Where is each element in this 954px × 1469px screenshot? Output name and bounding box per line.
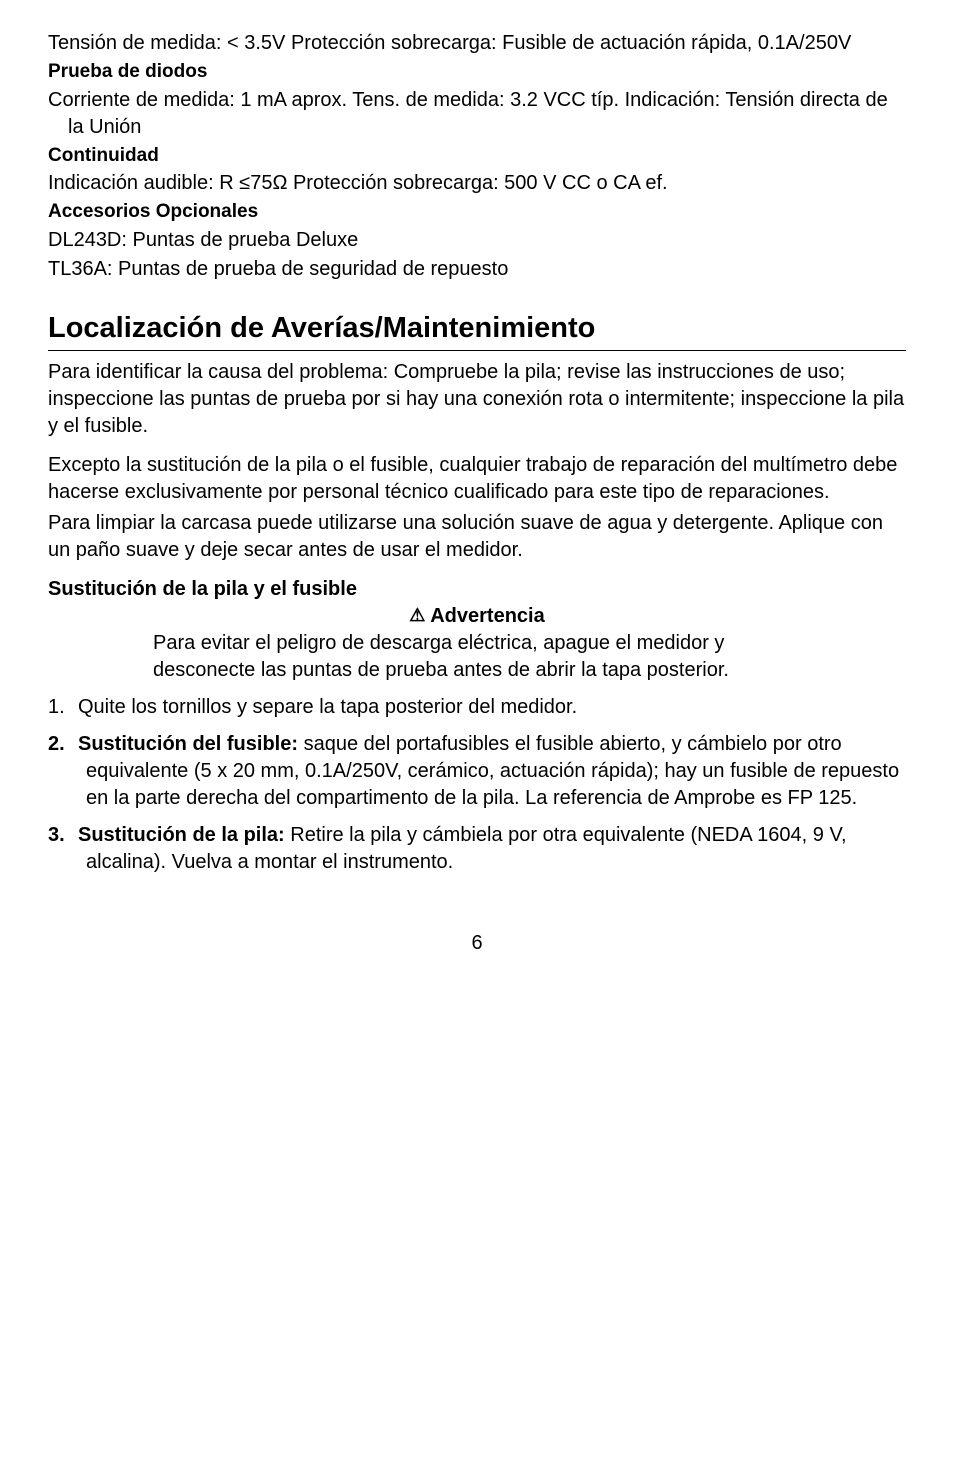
step-3-num: 3. [48,822,78,849]
step-3: 3.Sustitución de la pila: Retire la pila… [48,822,906,876]
step-2-num: 2. [48,731,78,758]
spec-acc-line2: TL36A: Puntas de prueba de seguridad de … [48,256,906,283]
step-3-lead: Sustitución de la pila: [78,824,285,846]
section-p3: Para limpiar la carcasa puede utilizarse… [48,510,906,564]
spec-acc-line1: DL243D: Puntas de prueba Deluxe [48,227,906,254]
section-rule [48,350,906,351]
spec-diodos-body: Corriente de medida: 1 mA aprox. Tens. d… [48,87,906,141]
steps-list: 1.Quite los tornillos y separe la tapa p… [48,694,906,876]
spec-cont-body: Indicación audible: R ≤75Ω Protección so… [48,170,906,197]
warning-icon: ⚠ [409,605,425,625]
step-1-text: Quite los tornillos y separe la tapa pos… [78,696,577,718]
section-p2: Excepto la sustitución de la pila o el f… [48,452,906,506]
warning-label: Advertencia [430,605,545,627]
spec-acc-head: Accesorios Opcionales [48,199,906,225]
sub-head: Sustitución de la pila y el fusible [48,576,906,603]
warning-body: Para evitar el peligro de descarga eléct… [48,630,906,684]
spec-tension: Tensión de medida: < 3.5V Protección sob… [48,30,906,57]
step-1-num: 1. [48,694,78,721]
warning-line: ⚠ Advertencia [48,603,906,630]
spec-cont-head: Continuidad [48,143,906,169]
spec-diodos-head: Prueba de diodos [48,59,906,85]
step-1: 1.Quite los tornillos y separe la tapa p… [48,694,906,721]
step-2: 2.Sustitución del fusible: saque del por… [48,731,906,812]
section-p1: Para identificar la causa del problema: … [48,359,906,440]
step-2-lead: Sustitución del fusible: [78,733,298,755]
page-number: 6 [48,930,906,957]
section-title: Localización de Averías/Maintenimiento [48,309,906,348]
